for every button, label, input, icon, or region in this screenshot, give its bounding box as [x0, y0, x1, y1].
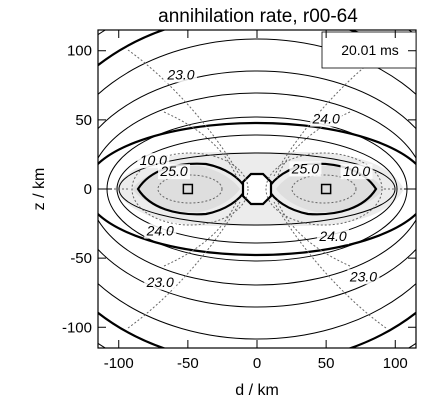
y-tick-label: -100 — [62, 319, 92, 336]
dotted-contour-line — [127, 49, 241, 177]
contour-line — [98, 92, 416, 286]
contour-label-bg — [144, 274, 177, 290]
y-axis: -100 -50 0 50 100 — [62, 43, 416, 336]
contour-label-bg — [310, 111, 343, 127]
dotted-contour-line — [273, 49, 387, 177]
contour-label-bg — [340, 164, 373, 180]
x-axis-title: d / km — [235, 382, 279, 399]
contour-label-bg — [347, 269, 380, 285]
time-annotation-box — [321, 31, 417, 69]
x-axis: -100 -50 0 50 100 — [104, 30, 408, 372]
hotspot-marker — [182, 183, 194, 195]
dotted-contour-line — [127, 201, 241, 329]
contour-label: 25.0 — [159, 163, 187, 179]
contour-label: 24.0 — [318, 228, 346, 244]
contour-label: 25.0 — [291, 160, 319, 176]
dotted-contour-line — [163, 111, 238, 179]
contour-line — [98, 70, 416, 308]
y-tick-label: 100 — [67, 43, 92, 60]
x-tick-label: 50 — [318, 355, 335, 372]
chart-title: annihilation rate, r00-64 — [158, 6, 358, 27]
x-tick-label: -100 — [104, 355, 134, 372]
y-axis-title: z / km — [31, 168, 48, 211]
contour-24-line — [98, 121, 416, 257]
contour-label: 23.0 — [166, 66, 194, 82]
time-annotation: 20.01 ms — [341, 42, 399, 58]
y-tick-label: 0 — [84, 181, 92, 198]
dotted-contour-line — [273, 201, 387, 329]
y-tick-label: -50 — [70, 250, 92, 267]
y-tick-label: 50 — [75, 112, 92, 129]
dotted-contour-line — [265, 152, 383, 226]
dotted-contour-line — [291, 174, 357, 204]
contour-label: 24.0 — [312, 111, 340, 127]
contour-labels: 23.024.010.025.0 25.0 10.024.0 24.023.0 23.0 — [137, 66, 380, 290]
contour-label: 23.0 — [349, 268, 377, 284]
contour-label-bg — [144, 223, 177, 239]
contour-label-bg — [317, 229, 350, 245]
contour-label: 10.0 — [343, 163, 370, 179]
contour-label: 24.0 — [146, 223, 174, 239]
dotted-contour-line — [131, 152, 249, 226]
x-tick-label: 0 — [253, 355, 261, 372]
contour-label-bg — [158, 164, 191, 180]
dotted-contour-line — [163, 199, 238, 267]
hotspot-markers — [182, 183, 332, 195]
contour-label: 10.0 — [140, 152, 167, 168]
x-tick-label: 100 — [383, 355, 408, 372]
plot-area: 23.024.010.025.0 25.0 10.024.0 24.023.0 23.0 — [98, 30, 416, 348]
contour-label-bg — [289, 161, 322, 177]
central-torus-hole — [241, 172, 273, 206]
contour-label-bg — [164, 67, 197, 83]
contour-label: 23.0 — [146, 274, 174, 290]
dotted-contour-line — [276, 199, 351, 267]
x-tick-label: -50 — [177, 355, 199, 372]
contour-line — [98, 38, 416, 340]
hotspot-marker — [320, 183, 332, 195]
